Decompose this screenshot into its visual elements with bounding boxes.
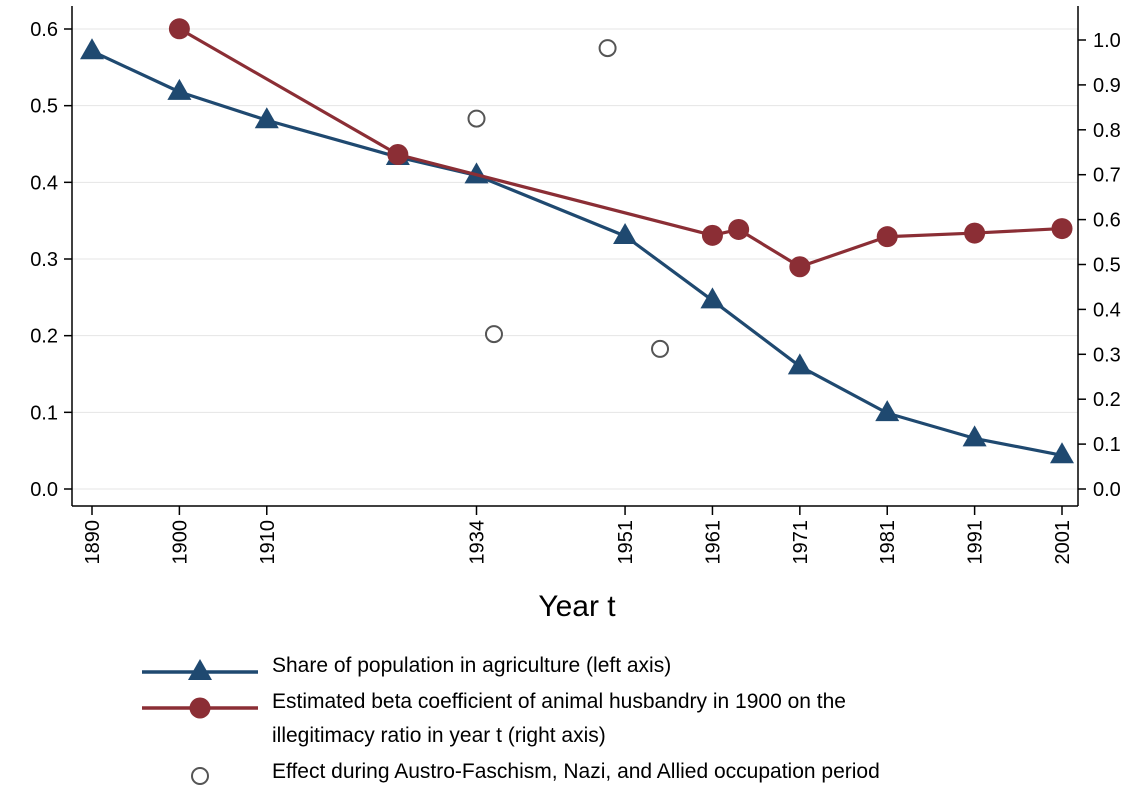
- right-axis-tick-label: 0.7: [1093, 165, 1121, 187]
- hollow-circle-point: [467, 109, 486, 128]
- triangle-marker-icon: [142, 659, 258, 680]
- legend-item-beta-cont: illegitimacy ratio in year t (right axis…: [140, 724, 1130, 760]
- hollow-circle-point: [651, 339, 670, 358]
- triangle-point: [167, 78, 192, 100]
- triangle-point: [464, 162, 489, 184]
- circle-point: [964, 222, 986, 244]
- x-axis-tick-label: 1890: [82, 520, 104, 565]
- left-axis-tick-label: 0.2: [30, 326, 58, 348]
- x-axis-tick-label: 1951: [615, 520, 637, 565]
- hollow-circle-point: [598, 39, 617, 58]
- triangle-point: [962, 425, 987, 447]
- legend-item-occupation: Effect during Austro-Faschism, Nazi, and…: [140, 760, 1130, 800]
- left-axis-tick-label: 0.1: [30, 402, 58, 424]
- circle-point: [168, 18, 190, 40]
- triangle-point: [613, 223, 638, 244]
- legend-label-beta-line1: Estimated beta coefficient of animal hus…: [272, 690, 846, 713]
- left-axis-tick-label: 0.3: [30, 249, 58, 271]
- left-axis-tick-label: 0.6: [30, 19, 58, 41]
- right-axis-tick-label: 0.4: [1093, 299, 1121, 321]
- triangle-point: [875, 400, 900, 422]
- x-axis-tick-label: 1910: [257, 520, 279, 565]
- circle-marker-icon: [142, 697, 258, 719]
- x-axis-tick-label: 1900: [169, 520, 191, 565]
- right-axis-tick-label: 0.6: [1093, 210, 1121, 232]
- circle-point: [728, 218, 750, 240]
- triangle-point: [80, 38, 104, 60]
- legend-item-beta: Estimated beta coefficient of animal hus…: [140, 688, 1130, 724]
- triangle-point: [1050, 442, 1074, 464]
- left-axis-tick-label: 0.0: [30, 479, 58, 501]
- hollow-circle-marker-icon: [191, 767, 209, 785]
- series-line-0: [91, 49, 1063, 457]
- right-axis-tick-label: 0.3: [1093, 344, 1121, 366]
- x-axis-tick-label: 1991: [965, 520, 987, 565]
- circle-point: [701, 224, 723, 246]
- series-layer: [80, 18, 1074, 464]
- left-axis-tick-label: 0.5: [30, 96, 58, 118]
- x-axis-tick-label: 1971: [790, 520, 812, 565]
- right-axis-tick-label: 0.8: [1093, 120, 1121, 142]
- left-axis-tick-label: 0.4: [30, 172, 58, 194]
- hollow-circle-point: [484, 325, 503, 344]
- legend-label-beta-line2: illegitimacy ratio in year t (right axis…: [272, 724, 606, 747]
- right-axis-tick-label: 0.9: [1093, 75, 1121, 97]
- legend-label-occupation: Effect during Austro-Faschism, Nazi, and…: [272, 760, 880, 783]
- right-axis-tick-label: 0.1: [1093, 434, 1121, 456]
- x-axis-label: Year t: [538, 590, 616, 623]
- chart: 0.0 0.1 0.2 0.3 0.4 0.5 0.6 0.0 0.1 0.2 0.3 0.4 0.5 0…: [30, 6, 1121, 623]
- triangle-point: [700, 287, 725, 309]
- right-axis-tick-label: 1.0: [1093, 30, 1121, 52]
- series-line-1: [178, 27, 1063, 269]
- legend-item-agriculture: Share of population in agriculture (left…: [140, 648, 1130, 688]
- axes: 0.0 0.1 0.2 0.3 0.4 0.5 0.6 0.0 0.1 0.2 0.3 0.4 0.5 0…: [30, 6, 1121, 565]
- x-axis-tick-label: 1961: [702, 520, 724, 565]
- grid: [72, 28, 1078, 490]
- x-axis-tick-label: 1934: [467, 520, 489, 565]
- triangle-point: [787, 353, 812, 375]
- right-axis-tick-label: 0.5: [1093, 255, 1121, 277]
- circle-point: [1051, 218, 1073, 240]
- legend: Share of population in agriculture (left…: [140, 648, 1130, 800]
- triangle-point: [254, 107, 279, 129]
- x-axis-tick-label: 2001: [1052, 520, 1074, 565]
- circle-point: [789, 256, 811, 278]
- right-axis-tick-label: 0.2: [1093, 389, 1121, 411]
- circle-point: [876, 226, 898, 248]
- circle-point: [387, 143, 409, 165]
- right-axis-tick-label: 0.0: [1093, 479, 1121, 501]
- x-axis-tick-label: 1981: [877, 520, 899, 565]
- legend-label-agriculture: Share of population in agriculture (left…: [272, 654, 672, 677]
